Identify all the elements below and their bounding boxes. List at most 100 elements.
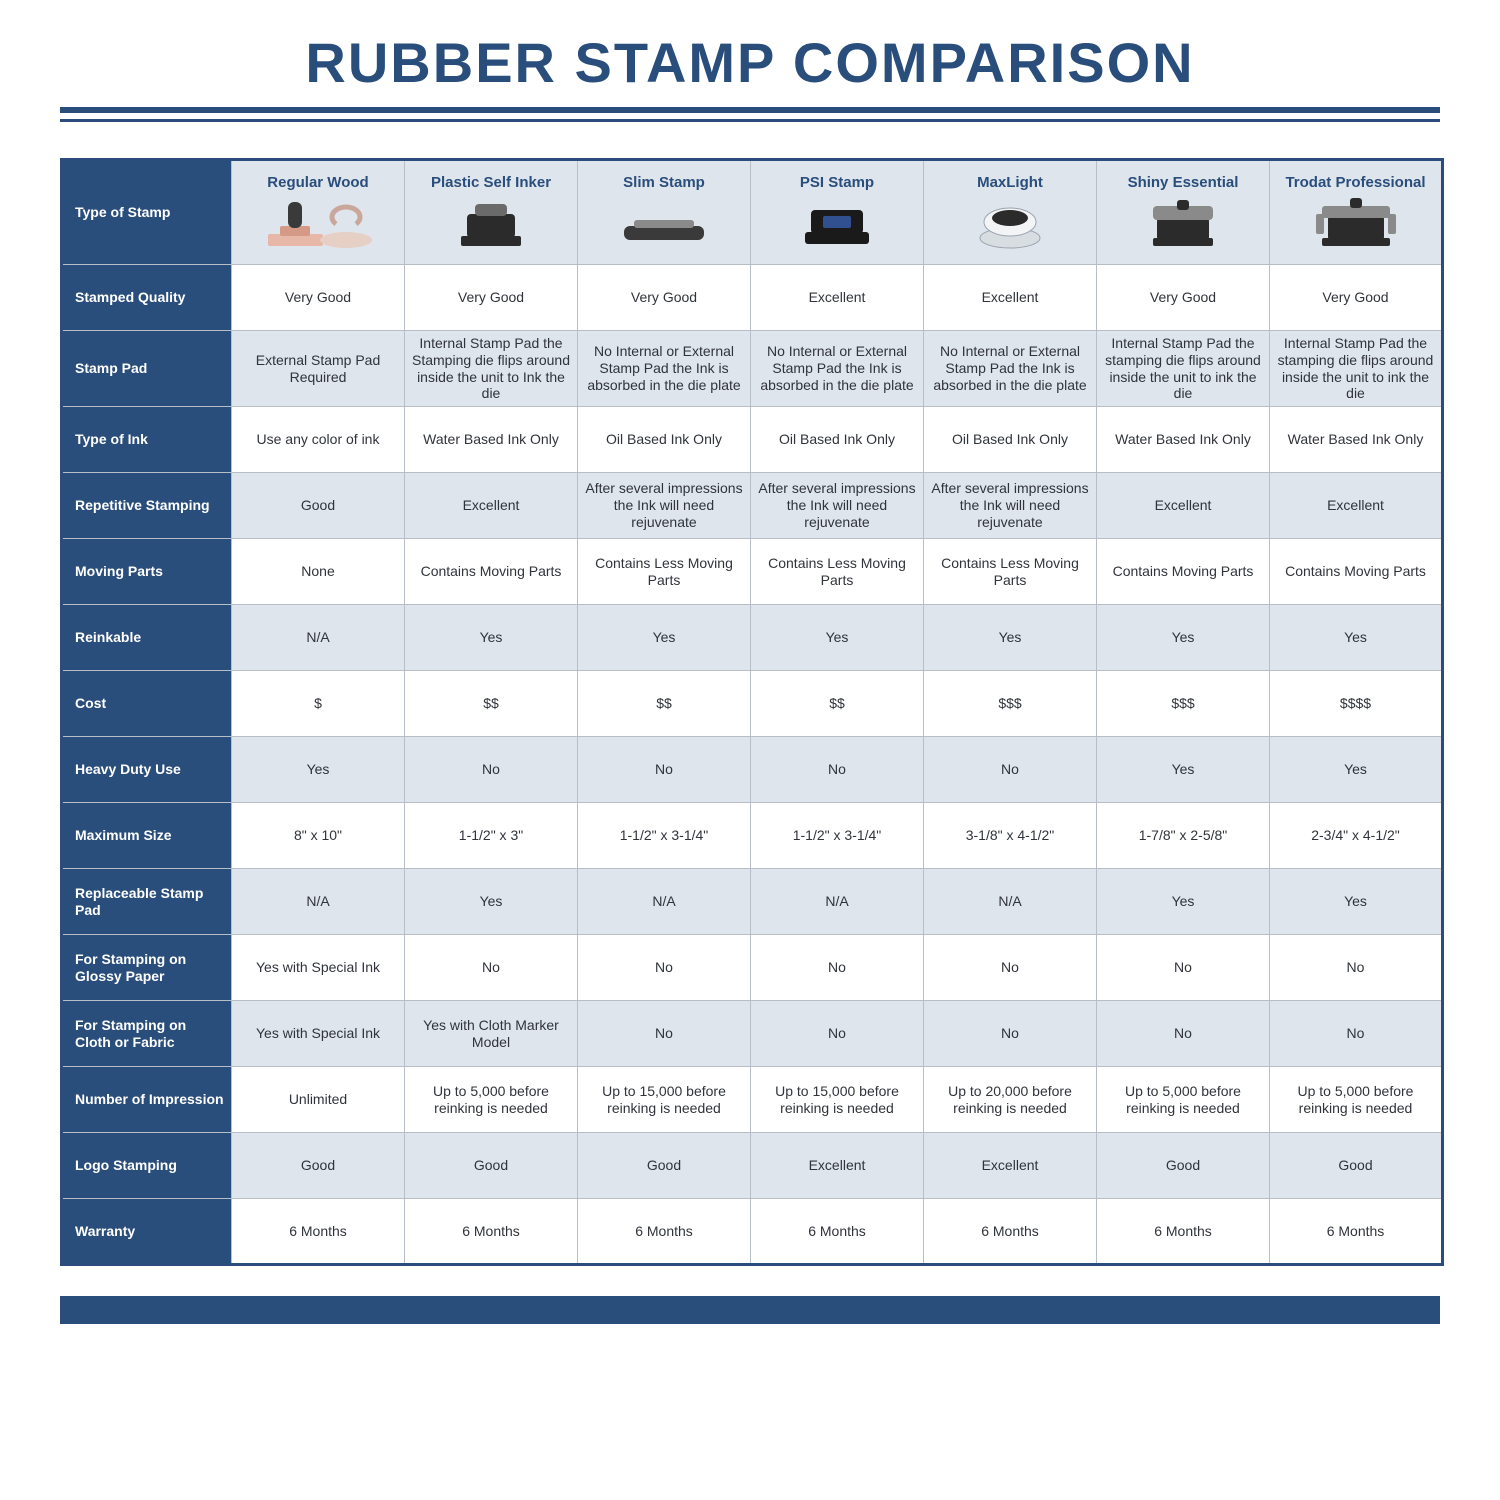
table-cell: 6 Months (751, 1199, 924, 1265)
title-block: RUBBER STAMP COMPARISON (60, 30, 1440, 122)
table-cell: Up to 5,000 before reinking is needed (1270, 1067, 1443, 1133)
table-cell: N/A (924, 869, 1097, 935)
stamp-icon (411, 192, 571, 257)
footer-bar (60, 1296, 1440, 1324)
table-cell: No Internal or External Stamp Pad the In… (751, 331, 924, 407)
table-cell: Good (1270, 1133, 1443, 1199)
table-cell: Excellent (924, 265, 1097, 331)
stamp-icon (930, 192, 1090, 257)
table-cell: Contains Less Moving Parts (751, 539, 924, 605)
table-cell: 6 Months (924, 1199, 1097, 1265)
table-cell: Very Good (405, 265, 578, 331)
table-cell: Up to 15,000 before reinking is needed (751, 1067, 924, 1133)
column-header: MaxLight (924, 160, 1097, 265)
table-cell: Yes (1097, 737, 1270, 803)
table-cell: Yes (751, 605, 924, 671)
stamp-icon (1103, 192, 1263, 257)
comparison-table: Type of Stamp Regular Wood Plastic Self In… (60, 158, 1444, 1266)
table-cell: $$ (405, 671, 578, 737)
table-cell: 8" x 10" (232, 803, 405, 869)
table-cell: Contains Moving Parts (1097, 539, 1270, 605)
table-cell: 1-1/2" x 3-1/4" (578, 803, 751, 869)
row-header: For Stamping on Cloth or Fabric (62, 1001, 232, 1067)
page: RUBBER STAMP COMPARISON Type of Stamp Reg… (0, 0, 1500, 1500)
column-title: Trodat Professional (1276, 174, 1435, 192)
table-cell: N/A (578, 869, 751, 935)
table-cell: Yes (1270, 737, 1443, 803)
table-cell: No (751, 935, 924, 1001)
table-cell: Excellent (751, 265, 924, 331)
table-cell: Oil Based Ink Only (578, 407, 751, 473)
stamp-icon (1276, 192, 1435, 257)
column-title: Plastic Self Inker (411, 174, 571, 192)
title-rule-thin (60, 119, 1440, 122)
page-title: RUBBER STAMP COMPARISON (60, 30, 1440, 95)
table-cell: No Internal or External Stamp Pad the In… (578, 331, 751, 407)
comparison-table-wrap: Type of Stamp Regular Wood Plastic Self In… (60, 158, 1440, 1266)
table-cell: External Stamp Pad Required (232, 331, 405, 407)
table-cell: Excellent (924, 1133, 1097, 1199)
table-cell: Excellent (751, 1133, 924, 1199)
table-cell: 6 Months (405, 1199, 578, 1265)
table-cell: None (232, 539, 405, 605)
table-cell: No (578, 935, 751, 1001)
table-cell: $ (232, 671, 405, 737)
row-header: Heavy Duty Use (62, 737, 232, 803)
table-cell: Yes with Cloth Marker Model (405, 1001, 578, 1067)
title-rule-thick (60, 107, 1440, 113)
table-cell: Very Good (578, 265, 751, 331)
table-cell: Unlimited (232, 1067, 405, 1133)
column-title: Slim Stamp (584, 174, 744, 192)
table-cell: $$$ (924, 671, 1097, 737)
table-cell: No (924, 737, 1097, 803)
table-cell: 3-1/8" x 4-1/2" (924, 803, 1097, 869)
table-cell: After several impressions the Ink will n… (578, 473, 751, 539)
table-cell: Very Good (1097, 265, 1270, 331)
table-cell: Contains Less Moving Parts (578, 539, 751, 605)
table-cell: Yes (578, 605, 751, 671)
corner-header: Type of Stamp (62, 160, 232, 265)
table-cell: Good (232, 473, 405, 539)
table-cell: Good (405, 1133, 578, 1199)
stamp-icon (584, 192, 744, 257)
table-cell: No Internal or External Stamp Pad the In… (924, 331, 1097, 407)
table-cell: $$$$ (1270, 671, 1443, 737)
stamp-icon (757, 192, 917, 257)
column-header: Plastic Self Inker (405, 160, 578, 265)
row-header: For Stamping on Glossy Paper (62, 935, 232, 1001)
row-header: Repetitive Stamping (62, 473, 232, 539)
table-cell: Up to 5,000 before reinking is needed (1097, 1067, 1270, 1133)
table-cell: N/A (232, 605, 405, 671)
row-header: Logo Stamping (62, 1133, 232, 1199)
table-cell: $$$ (1097, 671, 1270, 737)
row-header: Cost (62, 671, 232, 737)
corner-label: Type of Stamp (75, 204, 170, 220)
row-header: Warranty (62, 1199, 232, 1265)
column-header: Slim Stamp (578, 160, 751, 265)
table-cell: Yes (1270, 605, 1443, 671)
table-cell: Good (232, 1133, 405, 1199)
table-cell: Up to 15,000 before reinking is needed (578, 1067, 751, 1133)
column-title: PSI Stamp (757, 174, 917, 192)
table-cell: No (1270, 1001, 1443, 1067)
table-cell: Use any color of ink (232, 407, 405, 473)
table-cell: Very Good (232, 265, 405, 331)
table-cell: Internal Stamp Pad the stamping die flip… (1097, 331, 1270, 407)
table-cell: $$ (751, 671, 924, 737)
table-cell: No (578, 737, 751, 803)
table-cell: Water Based Ink Only (1097, 407, 1270, 473)
table-cell: After several impressions the Ink will n… (751, 473, 924, 539)
column-header: PSI Stamp (751, 160, 924, 265)
table-cell: 6 Months (232, 1199, 405, 1265)
table-cell: 1-7/8" x 2-5/8" (1097, 803, 1270, 869)
table-cell: No (405, 935, 578, 1001)
table-cell: Excellent (1097, 473, 1270, 539)
table-cell: 6 Months (1097, 1199, 1270, 1265)
row-header: Stamped Quality (62, 265, 232, 331)
column-header: Regular Wood (232, 160, 405, 265)
table-cell: No (1097, 935, 1270, 1001)
row-header: Reinkable (62, 605, 232, 671)
column-header: Shiny Essential (1097, 160, 1270, 265)
table-cell: 1-1/2" x 3-1/4" (751, 803, 924, 869)
table-cell: No (578, 1001, 751, 1067)
